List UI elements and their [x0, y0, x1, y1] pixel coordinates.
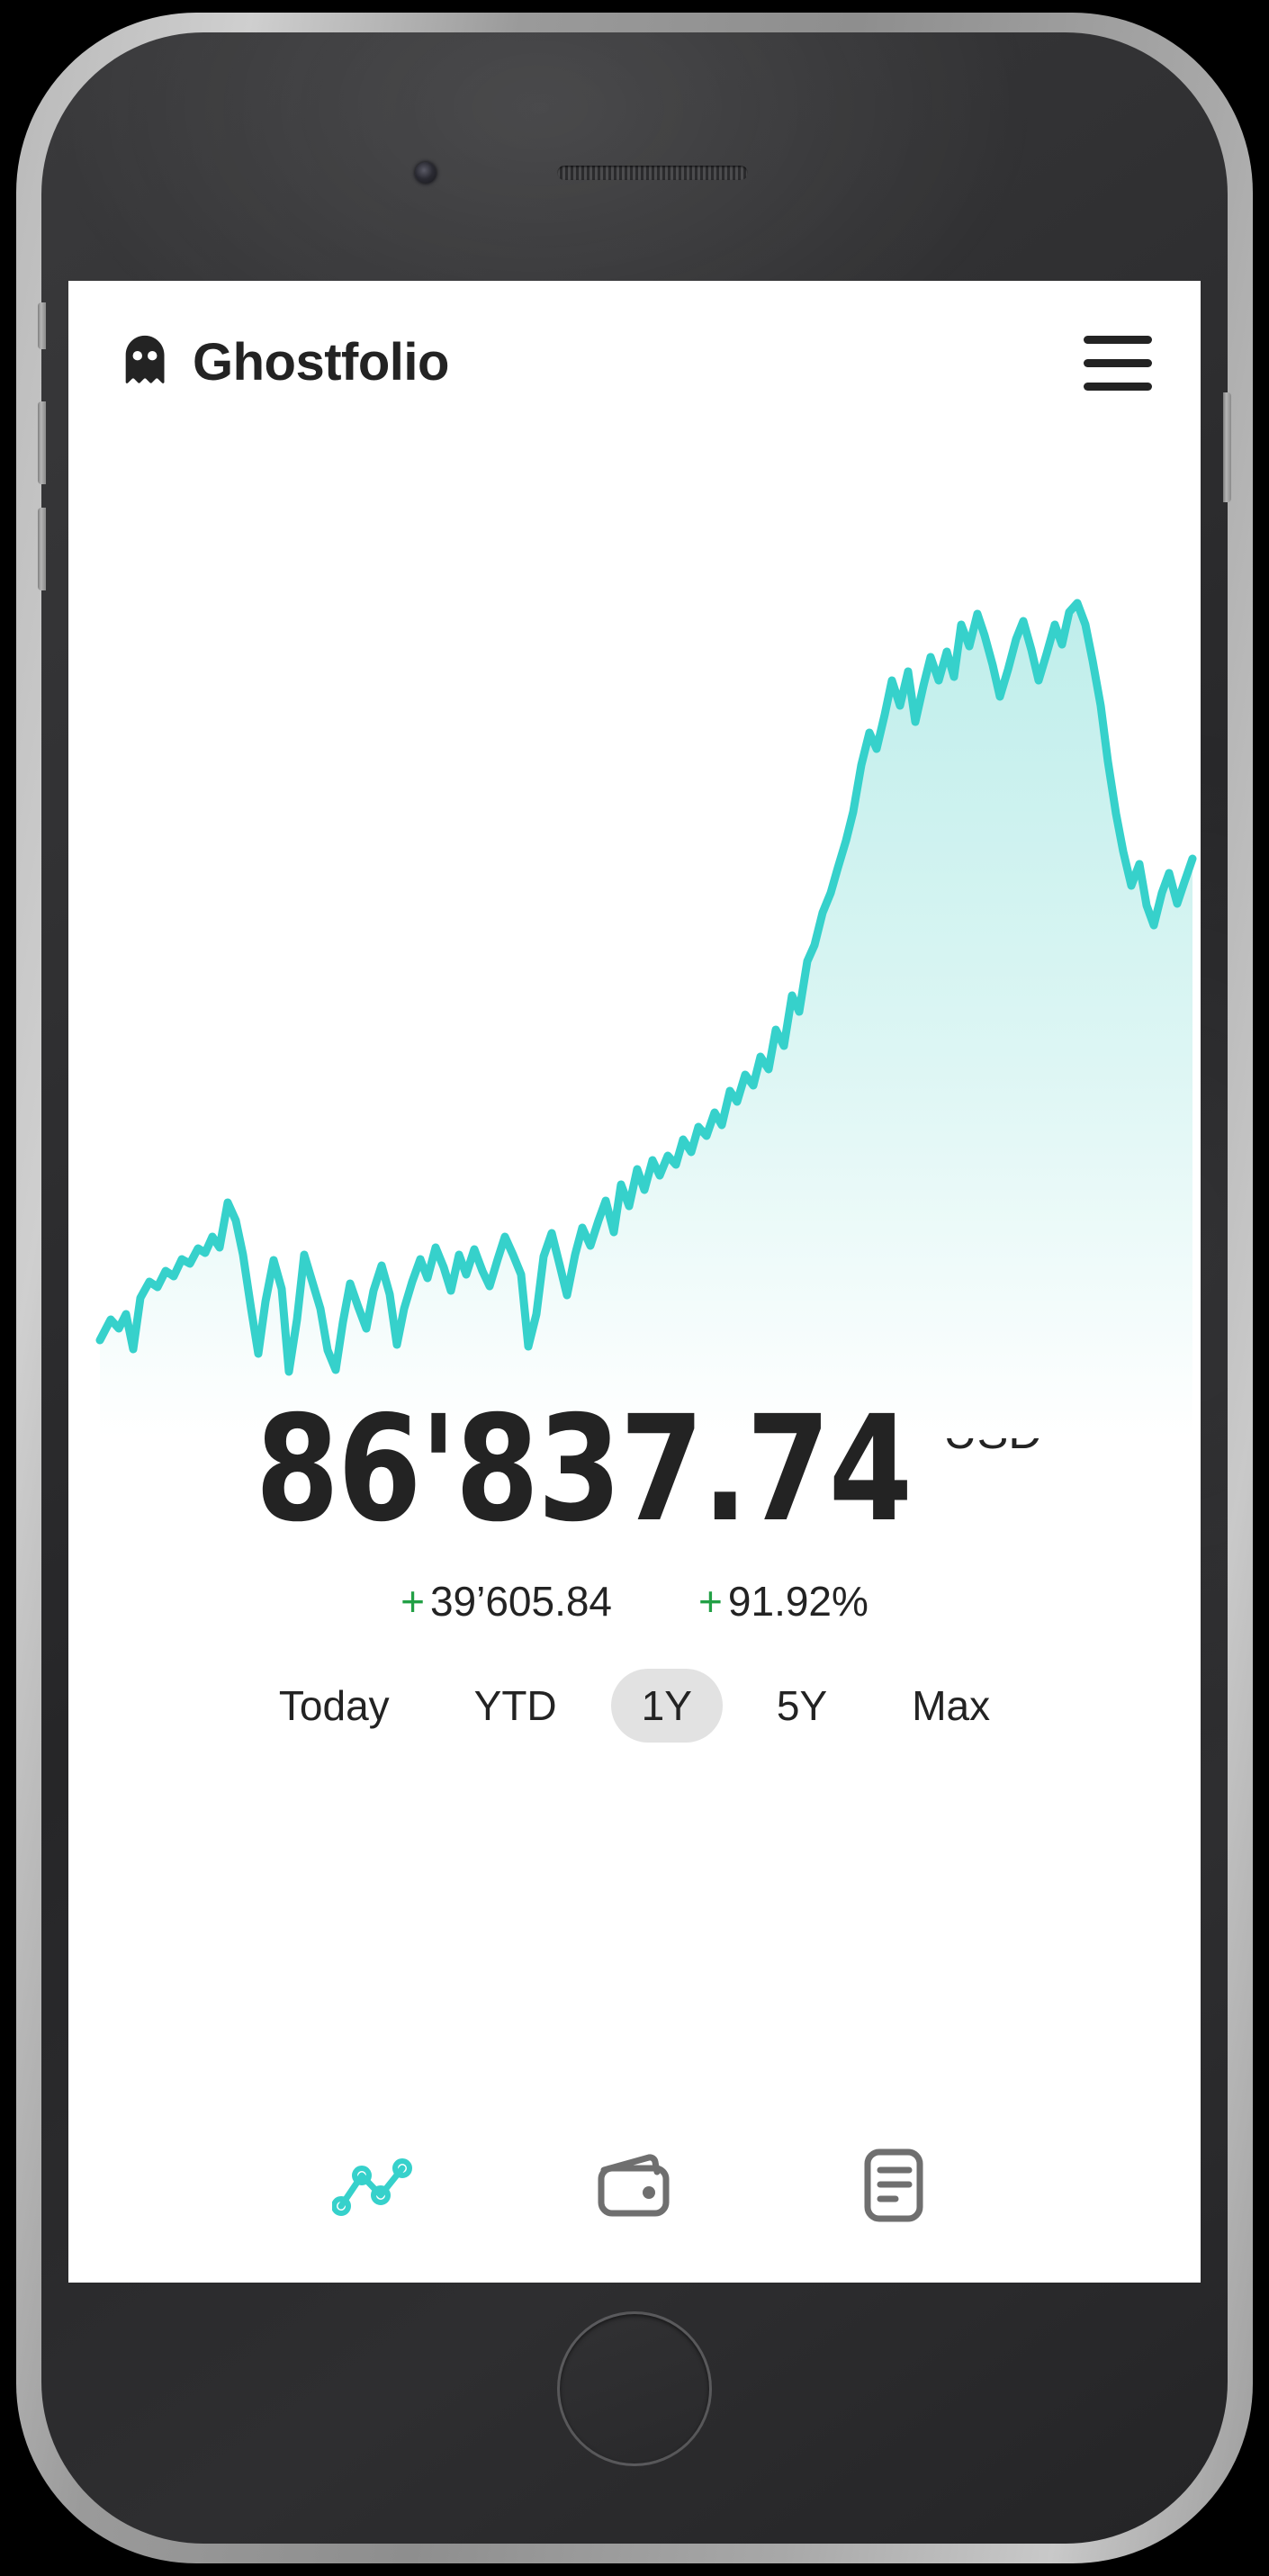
range-tab-1y[interactable]: 1Y [610, 1669, 723, 1743]
range-tab-ytd[interactable]: YTD [473, 1682, 557, 1729]
absolute-change: +39’605.84 [400, 1577, 612, 1626]
line-chart-icon [331, 2154, 418, 2221]
nav-overview[interactable] [326, 2138, 425, 2237]
range-tab-max[interactable]: Max [912, 1682, 991, 1729]
portfolio-value: 86'837.74 [255, 1385, 913, 1554]
home-button[interactable] [557, 2311, 712, 2466]
portfolio-change-row: +39’605.84 +91.92% [68, 1577, 1201, 1626]
side-button-power[interactable] [1223, 392, 1231, 502]
wallet-icon [593, 2148, 676, 2227]
brand-name: Ghostfolio [193, 333, 449, 392]
side-button-volume-down[interactable] [38, 508, 46, 590]
side-button-volume-up[interactable] [38, 401, 46, 484]
portfolio-performance-chart[interactable] [68, 445, 1201, 1438]
menu-bar-top [1084, 335, 1152, 344]
absolute-change-sign: + [400, 1578, 425, 1625]
app-header: Ghostfolio [68, 281, 1201, 445]
range-tab-today[interactable]: Today [278, 1682, 390, 1729]
chart-series-group [95, 599, 1197, 1438]
earpiece-speaker [557, 166, 748, 180]
percent-change-sign: + [698, 1578, 723, 1625]
ghost-icon [117, 333, 173, 393]
brand-logo-group[interactable]: Ghostfolio [117, 333, 449, 393]
percent-change-value: 91.92% [727, 1578, 868, 1625]
menu-bar-middle [1084, 358, 1152, 367]
side-button-mute[interactable] [38, 302, 46, 349]
absolute-change-value: 39’605.84 [429, 1578, 613, 1625]
chart-area-fill [100, 603, 1192, 1438]
nav-portfolio[interactable] [585, 2138, 684, 2237]
portfolio-value-row: 86'837.74 USD [68, 1397, 1201, 1543]
chart-line [95, 599, 1197, 1376]
date-range-tabs: Today YTD 1Y 5Y Max [68, 1669, 1201, 1743]
bottom-navigation [68, 2112, 1201, 2283]
nav-transactions[interactable] [844, 2138, 943, 2237]
phone-screen: Ghostfolio [68, 281, 1201, 2283]
hamburger-menu-icon[interactable] [1069, 321, 1152, 404]
portfolio-value-block: 86'837.74 USD +39’605.84 +91.92% [68, 1397, 1201, 1626]
menu-bar-bottom [1084, 382, 1152, 391]
range-tab-5y[interactable]: 5Y [776, 1682, 828, 1729]
document-list-icon [860, 2147, 928, 2229]
content-spacer [68, 1743, 1201, 2112]
front-camera-icon [415, 162, 436, 184]
percent-change: +91.92% [698, 1577, 868, 1626]
